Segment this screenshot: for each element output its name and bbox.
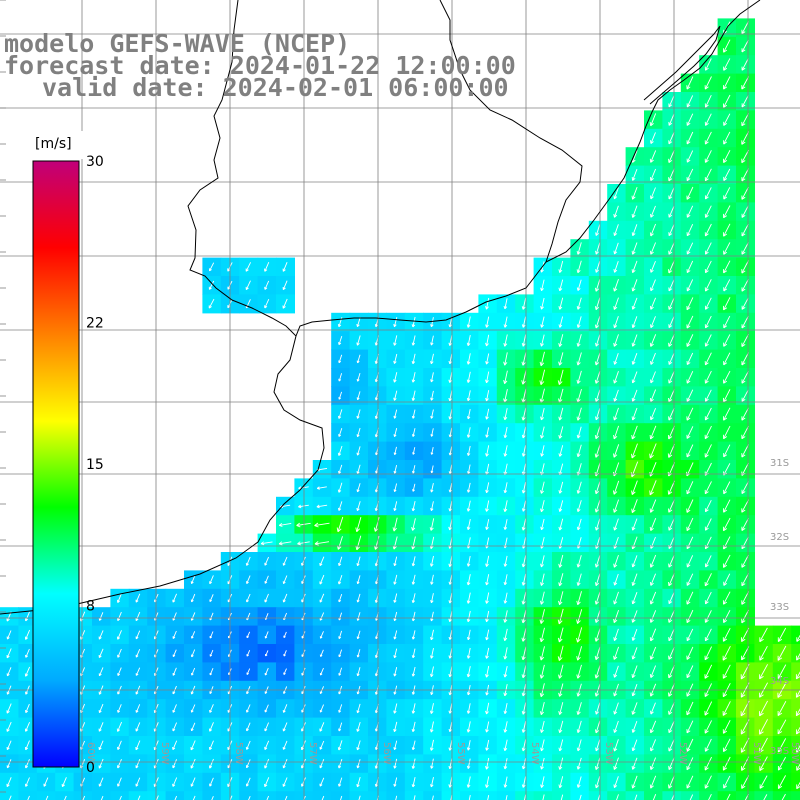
colorbar-tick-label: 30 [86,154,104,170]
latitude-label: 32S [770,532,789,543]
title-block: modelo GEFS-WAVE (NCEP) forecast date: 2… [4,29,516,102]
longitude-label: 50W [789,742,800,765]
longitude-label: 60W [85,742,96,765]
latitude-label: 31S [770,458,789,469]
longitude-label: 59W [159,742,170,765]
longitude-label: 51W [751,742,762,765]
colorbar: [m/s] 30 22 15 8 0 [32,131,104,776]
colorbar-unit: [m/s] [35,136,72,152]
wind-arrows [6,21,800,800]
longitude-label: 55W [455,742,466,765]
latitude-label: 33S [770,602,789,613]
latitude-labels: 31S 32S 33S 34S 35S [770,458,789,757]
longitude-label: 57W [307,742,318,765]
longitude-label: 53W [603,742,614,765]
coastline [0,0,761,615]
title-line-3: valid date: 2024-02-01 06:00:00 [42,73,509,102]
colorbar-tick-label: 22 [86,316,104,332]
colorbar-tick-label: 15 [86,457,104,473]
latitude-label: 35S [770,746,789,757]
latitude-label: 34S [770,676,789,687]
colorbar-tick-label: 8 [86,598,95,614]
colorbar-tick-label: 0 [86,760,95,776]
longitude-label: 54W [529,742,540,765]
colorbar-gradient [32,160,80,768]
longitude-label: 56W [381,742,392,765]
title-line-1: modelo GEFS-WAVE (NCEP) [4,29,350,58]
longitude-label: 58W [233,742,244,765]
longitude-labels: 60W 59W 58W 57W 56W 55W 54W 53W 52W 51W 50W [85,742,800,765]
colorbar-ticks: 30 22 15 8 0 [86,154,104,776]
longitude-label: 52W [677,742,688,765]
title-line-2: forecast date: 2024-01-22 12:00:00 [4,51,516,80]
